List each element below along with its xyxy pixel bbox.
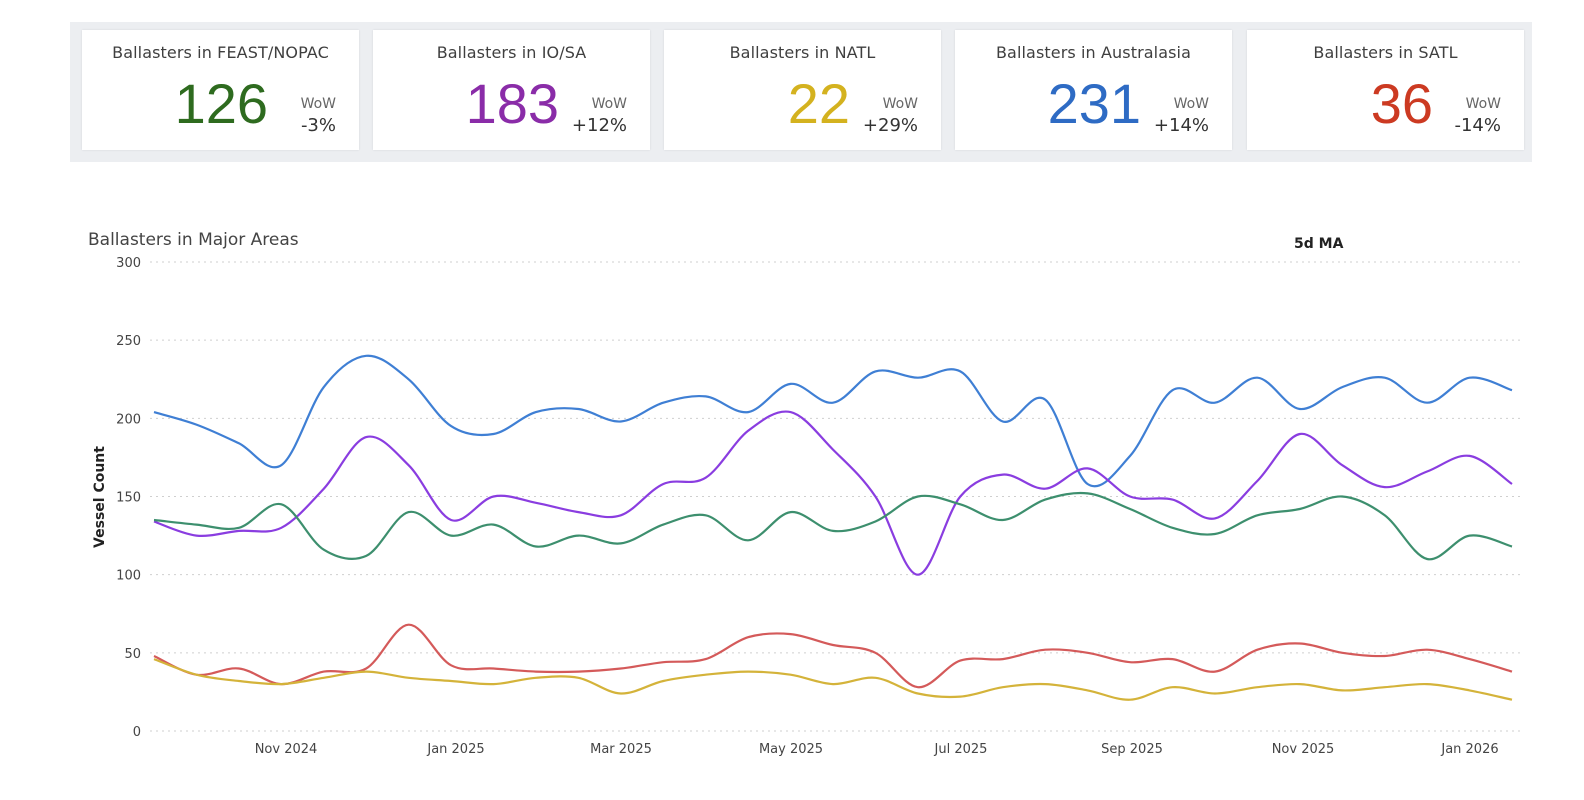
kpi-wow-value: +29%	[862, 115, 918, 136]
y-tick-label: 250	[116, 334, 141, 349]
kpi-wow-label: WoW	[882, 96, 918, 112]
gridlines	[150, 261, 1520, 732]
chart-title: Ballasters in Major Areas	[88, 230, 299, 250]
y-axis-label: Vessel Count	[92, 446, 108, 548]
moving-average-label[interactable]: 5d MA	[1294, 236, 1344, 252]
x-axis-ticks: Nov 2024 Jan 2025 Mar 2025 May 2025 Jul 2025…	[255, 742, 1499, 757]
kpi-wow-value: -14%	[1454, 115, 1501, 136]
kpi-value: 36	[1370, 72, 1433, 135]
kpi-wow-label: WoW	[591, 96, 627, 112]
kpi-value: 231	[1047, 72, 1141, 135]
x-tick-label: Sep 2025	[1101, 742, 1163, 757]
x-tick-label: Mar 2025	[590, 742, 652, 757]
kpi-title: Ballasters in Australasia	[995, 43, 1191, 62]
kpi-wow-value: -3%	[300, 115, 336, 136]
kpi-title: Ballasters in SATL	[1313, 43, 1458, 62]
series-line-natl[interactable]	[153, 658, 1513, 701]
series-lines	[153, 354, 1513, 701]
kpi-card[interactable]: Ballasters in FEAST/NOPAC 126 WoW -3%	[82, 30, 359, 150]
kpi-card[interactable]: Ballasters in NATL 22 WoW +29%	[664, 30, 941, 150]
x-tick-label: May 2025	[759, 742, 823, 757]
kpi-title: Ballasters in NATL	[729, 43, 876, 62]
kpi-wow-label: WoW	[1173, 96, 1209, 112]
kpi-title: Ballasters in FEAST/NOPAC	[112, 43, 329, 62]
y-tick-label: 100	[116, 569, 141, 584]
kpi-wow-label: WoW	[1465, 96, 1501, 112]
y-tick-label: 150	[116, 491, 141, 506]
kpi-value: 126	[174, 72, 268, 135]
kpi-card[interactable]: Ballasters in Australasia 231 WoW +14%	[955, 30, 1232, 150]
x-tick-label: Jul 2025	[934, 742, 988, 757]
kpi-card[interactable]: Ballasters in IO/SA 183 WoW +12%	[373, 30, 650, 150]
series-line-feast-nopac[interactable]	[153, 491, 1513, 561]
y-axis-ticks: 0 50 100 150 200 250 300	[116, 256, 141, 740]
kpi-value: 183	[465, 72, 559, 135]
kpi-wow-value: +14%	[1153, 115, 1209, 136]
y-tick-label: 50	[124, 647, 141, 662]
x-tick-label: Nov 2024	[255, 742, 318, 757]
series-line-australasia[interactable]	[153, 354, 1513, 488]
x-tick-label: Nov 2025	[1272, 742, 1335, 757]
x-tick-label: Jan 2025	[426, 742, 484, 757]
kpi-card[interactable]: Ballasters in SATL 36 WoW -14%	[1247, 30, 1524, 150]
kpi-title: Ballasters in IO/SA	[436, 43, 587, 62]
kpi-wow-value: +12%	[571, 115, 627, 136]
y-tick-label: 300	[116, 256, 141, 271]
kpi-wow-label: WoW	[300, 96, 336, 112]
series-line-io-sa[interactable]	[153, 410, 1513, 576]
y-tick-label: 200	[116, 412, 141, 427]
kpi-value: 22	[787, 72, 850, 135]
x-tick-label: Jan 2026	[1440, 742, 1498, 757]
series-line-satl[interactable]	[153, 623, 1513, 689]
y-tick-label: 0	[133, 725, 141, 740]
